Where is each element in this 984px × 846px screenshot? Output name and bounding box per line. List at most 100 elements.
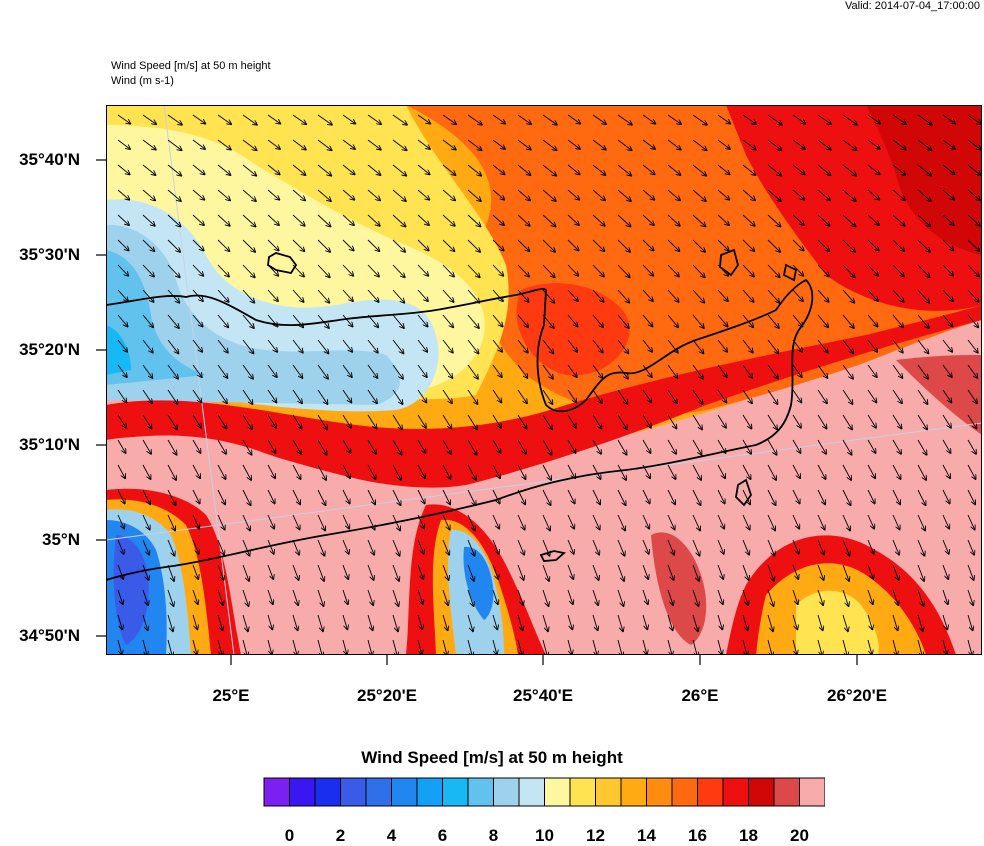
wind-arrow	[917, 164, 931, 176]
wind-arrow	[492, 114, 505, 124]
wind-arrow	[392, 339, 403, 353]
wind-arrow	[267, 189, 279, 200]
wind-arrow	[642, 114, 655, 124]
wind-arrow	[442, 239, 454, 251]
lon-label: 26°E	[681, 686, 719, 705]
wind-arrow	[617, 339, 628, 353]
wind-arrow	[842, 464, 851, 480]
wind-arrow	[392, 414, 402, 429]
wind-arrow	[567, 239, 579, 251]
wind-arrow	[717, 464, 725, 478]
wind-arrow	[567, 514, 574, 529]
wind-arrow	[192, 264, 203, 276]
wind-arrow	[342, 539, 349, 554]
wind-arrow	[492, 264, 503, 276]
wind-arrow	[242, 264, 255, 277]
wind-arrow	[842, 389, 853, 404]
wind-arrow	[167, 239, 180, 252]
wind-arrow	[617, 289, 629, 303]
wind-arrow	[817, 614, 823, 630]
wind-arrow	[392, 214, 406, 227]
wind-arrow	[642, 414, 651, 428]
wind-arrow	[892, 489, 900, 504]
wind-arrow	[592, 639, 597, 655]
wind-arrow	[192, 589, 198, 604]
wind-arrow	[792, 239, 804, 251]
wind-arrow	[467, 114, 482, 125]
wind-arrow	[942, 489, 950, 503]
wind-arrow	[392, 439, 402, 455]
colorbar-swatch	[314, 777, 341, 807]
wind-arrow	[842, 639, 847, 655]
wind-arrow	[667, 164, 680, 175]
wind-arrow	[467, 139, 482, 150]
wind-arrow	[967, 214, 980, 226]
wind-arrow	[917, 364, 928, 379]
wind-arrow	[592, 589, 598, 605]
wind-arrow	[942, 514, 949, 529]
wind-arrow	[517, 539, 524, 555]
wind-arrow	[867, 539, 874, 554]
wind-arrow	[467, 414, 477, 429]
wind-arrow	[467, 339, 478, 353]
wind-arrow	[292, 414, 302, 429]
wind-arrow	[742, 189, 755, 200]
wind-arrow	[542, 614, 548, 631]
wind-arrow	[917, 114, 932, 125]
wind-arrow	[842, 314, 854, 328]
wind-arrow	[967, 414, 977, 429]
wind-arrow	[492, 314, 503, 327]
wind-arrow	[567, 339, 577, 352]
wind-arrow	[317, 464, 326, 480]
wind-arrow	[767, 439, 777, 455]
wind-arrow	[242, 639, 247, 655]
wind-arrow	[892, 439, 901, 454]
wind-vectors	[117, 114, 981, 655]
wind-arrow	[117, 189, 129, 200]
wind-arrow	[642, 489, 650, 503]
wind-arrow	[692, 489, 701, 505]
wind-arrow	[467, 189, 481, 201]
wind-arrow	[167, 314, 179, 328]
lat-label: 35°20'N	[19, 340, 80, 359]
wind-arrow	[592, 314, 603, 327]
wind-arrow	[542, 414, 552, 429]
wind-arrow	[142, 539, 149, 555]
wind-arrow	[792, 539, 799, 554]
wind-arrow	[917, 139, 932, 150]
wind-arrow	[692, 539, 700, 556]
wind-arrow	[892, 464, 901, 479]
wind-arrow	[467, 314, 479, 328]
wind-arrow	[467, 564, 474, 581]
wind-arrow	[717, 439, 726, 453]
wind-arrow	[317, 289, 329, 303]
wind-arrow	[692, 314, 704, 328]
lat-label: 35°30'N	[19, 245, 80, 264]
wind-arrow	[567, 114, 580, 124]
wind-arrow	[142, 464, 151, 479]
lat-label: 35°40'N	[19, 150, 80, 169]
field-blue-west	[106, 224, 400, 405]
wind-arrow	[342, 189, 354, 200]
wind-arrow	[542, 189, 556, 201]
wind-arrow	[167, 589, 173, 606]
wind-arrow	[817, 239, 829, 251]
wind-arrow	[292, 264, 304, 277]
wind-arrow	[742, 314, 753, 327]
colorbar-title: Wind Speed [m/s] at 50 m height	[361, 748, 623, 767]
wind-arrow	[217, 339, 228, 353]
wind-arrow	[467, 364, 478, 379]
wind-arrow	[792, 589, 798, 604]
wind-arrow	[542, 389, 553, 404]
wind-arrow	[792, 164, 805, 174]
wind-arrow	[742, 514, 750, 530]
field-cs-blue	[463, 546, 494, 620]
wind-arrow	[367, 564, 374, 580]
wind-arrow	[117, 564, 123, 579]
wind-arrow	[842, 239, 855, 252]
wind-arrow	[717, 139, 730, 149]
wind-arrow	[167, 164, 181, 176]
wind-arrow	[667, 589, 673, 605]
wind-arrow	[792, 389, 801, 402]
wind-arrow	[667, 139, 681, 150]
